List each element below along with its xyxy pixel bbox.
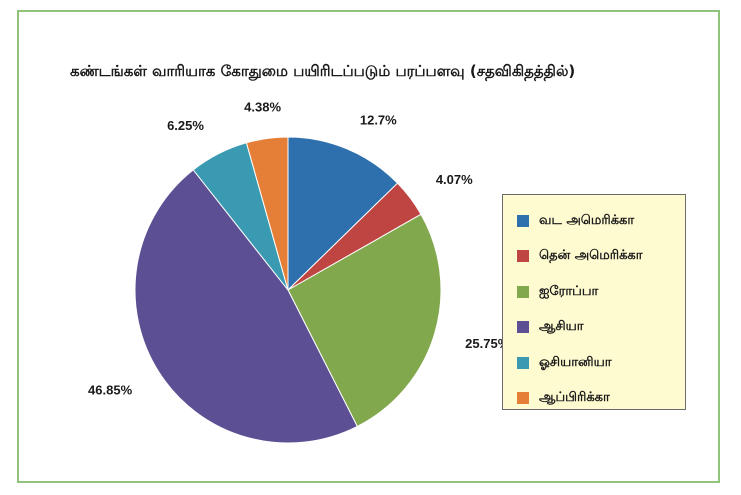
slice-data-label: 12.7%	[360, 113, 397, 128]
pie-labels: 12.7% 4.07% 25.75% 46.85% 6.25% 4.38%	[88, 100, 510, 398]
legend-label: தென் அமெரிக்கா	[539, 248, 643, 264]
legend-swatch	[517, 250, 529, 263]
legend-swatch	[517, 214, 529, 227]
legend-swatch	[517, 392, 529, 405]
pie-slices	[134, 136, 442, 444]
legend-label: ஓசியானியா	[539, 354, 612, 370]
legend-item: ஓசியானியா	[517, 345, 685, 381]
legend-item: ஆப்பிரிக்கா	[517, 381, 685, 417]
slice-data-label: 4.38%	[244, 100, 281, 115]
legend-label: ஆசியா	[539, 319, 584, 335]
legend-item: வட அமெரிக்கா	[517, 203, 685, 239]
slice-data-label: 46.85%	[88, 383, 133, 398]
legend-label: வட அமெரிக்கா	[539, 212, 635, 228]
slice-data-label: 6.25%	[167, 118, 204, 133]
legend-swatch	[517, 356, 529, 369]
pie-slice	[287, 213, 442, 428]
pie-slice	[134, 169, 358, 444]
slice-data-label: 4.07%	[436, 172, 473, 187]
pie-slice	[245, 136, 289, 291]
legend-item: தென் அமெரிக்கா	[517, 239, 685, 275]
pie-slice	[287, 136, 399, 292]
legend-label: ஐரோப்பா	[539, 283, 599, 299]
legend-item: ஐரோப்பா	[517, 274, 685, 310]
chart-title: கண்டங்கள் வாரியாக கோதுமை பயிரிடப்படும் ப…	[70, 62, 576, 80]
legend: வட அமெரிக்கா தென் அமெரிக்கா ஐரோப்பா ஆசிய…	[502, 194, 686, 410]
legend-item: ஆசியா	[517, 310, 685, 346]
slice-data-label: 25.75%	[465, 336, 510, 351]
legend-swatch	[517, 321, 529, 334]
legend-swatch	[517, 285, 529, 298]
legend-label: ஆப்பிரிக்கா	[539, 390, 610, 406]
